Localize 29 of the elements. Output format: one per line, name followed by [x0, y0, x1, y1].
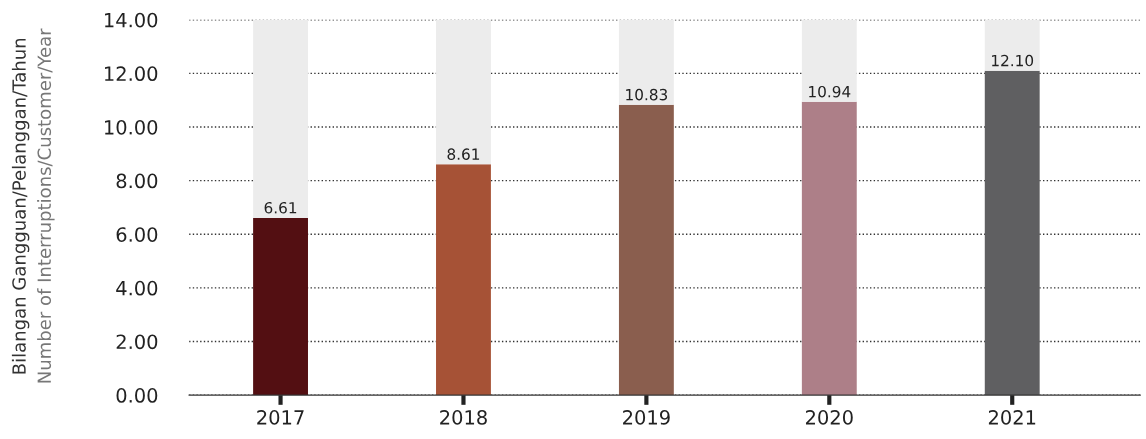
y-tick-label: 2.00: [116, 334, 158, 350]
y-tick-label: 6.00: [116, 227, 158, 242]
x-tick-label: 2020: [805, 410, 853, 425]
y-axis-title: Bilangan Gangguan/Pelanggan/Tahun Number of Interruptions/Customer/Year: [11, 28, 55, 383]
data-label: 8.61: [447, 148, 480, 160]
y-tick-label: 12.00: [105, 66, 158, 82]
x-tick-label: 2019: [623, 410, 670, 425]
data-label: 10.94: [809, 85, 851, 98]
y-tick-label: 8.00: [116, 173, 158, 189]
bar: [984, 70, 1040, 396]
bar: [801, 19, 857, 102]
y-tick-label: 0.00: [116, 388, 158, 403]
bar: [436, 164, 491, 396]
bar: [436, 19, 491, 165]
y-tick-label: 14.00: [105, 12, 158, 28]
bar: [984, 19, 1040, 71]
bar: [801, 101, 857, 396]
bar: [618, 19, 674, 105]
x-tick-label: 2021: [988, 410, 1036, 425]
y-tick-label: 4.00: [116, 280, 158, 296]
x-tick-label: 2018: [440, 410, 487, 425]
data-label: 10.83: [626, 88, 668, 101]
bar: [253, 217, 308, 396]
bar: [618, 104, 674, 396]
data-label: 12.10: [992, 54, 1034, 67]
bar: [253, 19, 308, 218]
y-tick-label: 10.00: [105, 119, 158, 135]
data-label: 6.61: [264, 201, 297, 214]
x-tick-label: 2017: [257, 410, 304, 425]
